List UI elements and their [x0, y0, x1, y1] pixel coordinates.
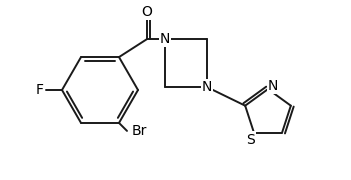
Text: N: N	[160, 32, 170, 46]
Text: N: N	[268, 79, 278, 93]
Text: O: O	[141, 5, 152, 19]
Text: F: F	[36, 83, 44, 97]
Text: Br: Br	[131, 124, 147, 138]
Text: N: N	[202, 80, 212, 94]
Text: S: S	[246, 132, 255, 147]
